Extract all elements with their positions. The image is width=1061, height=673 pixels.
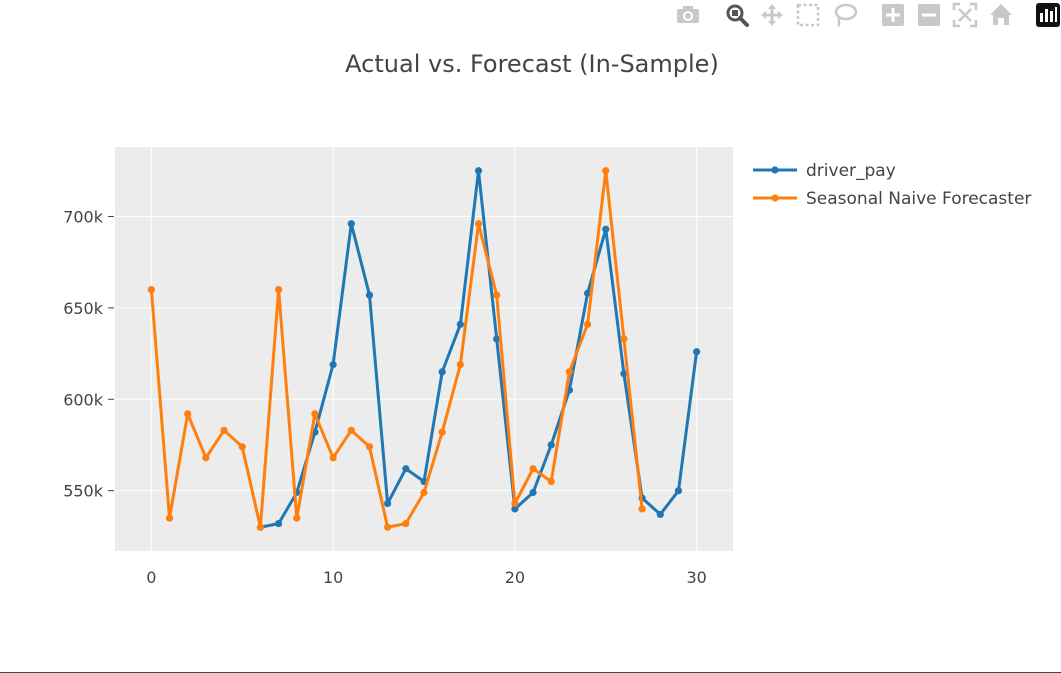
data-point[interactable] [274,519,283,528]
legend-swatch-marker [771,194,779,202]
data-point[interactable] [184,410,192,418]
camera-icon[interactable] [677,6,699,23]
data-point[interactable] [493,291,501,299]
zoom-icon[interactable] [726,4,749,27]
zoom-in-icon[interactable] [882,4,904,26]
data-point[interactable] [620,370,628,378]
data-point[interactable] [656,510,664,519]
data-point[interactable] [565,368,574,376]
x-tick-label: 10 [323,568,343,587]
data-point[interactable] [384,499,392,508]
series-1[interactable] [147,167,646,531]
y-tick-label: 550k [63,482,104,501]
data-point[interactable] [674,487,683,495]
y-tick-label: 650k [63,299,104,318]
legend-item[interactable]: Seasonal Naive Forecaster [753,189,1031,209]
data-point[interactable] [402,519,410,528]
data-point[interactable] [202,454,210,462]
y-tick-label: 600k [63,390,104,409]
data-point[interactable] [438,368,446,376]
zoom-out-icon[interactable] [918,4,940,26]
data-point[interactable] [583,289,592,297]
data-point[interactable] [602,167,610,175]
data-point[interactable] [529,488,537,497]
data-point[interactable] [274,285,283,294]
data-point[interactable] [329,360,337,369]
data-point[interactable] [547,441,555,449]
data-point[interactable] [529,465,537,473]
y-tick-label: 700k [63,207,104,226]
box-select-icon[interactable] [796,3,820,27]
data-point[interactable] [347,426,355,434]
reset-axes-icon[interactable] [990,4,1012,25]
data-point[interactable] [547,477,555,486]
legend-label: driver_pay [806,161,896,181]
data-point[interactable] [365,443,374,451]
data-point[interactable] [384,523,392,531]
legend-label: Seasonal Naive Forecaster [806,189,1031,209]
legend: driver_pay Seasonal Naive Forecaster [753,161,1031,209]
data-point[interactable] [602,225,610,233]
data-point[interactable] [220,426,228,434]
data-point[interactable] [620,335,628,343]
x-tick-label: 30 [686,568,706,587]
data-point[interactable] [256,523,265,531]
data-point[interactable] [329,454,337,462]
chart-title: Actual vs. Forecast (In-Sample) [345,50,719,78]
x-tick-label: 0 [146,568,156,587]
pan-icon[interactable] [761,4,783,26]
series-0[interactable] [256,167,701,531]
lasso-select-icon[interactable] [834,3,858,28]
data-point[interactable] [456,360,464,369]
data-point[interactable] [693,348,701,356]
data-point[interactable] [438,428,446,436]
data-point[interactable] [147,285,155,294]
data-point[interactable] [511,499,519,508]
data-point[interactable] [311,410,319,418]
data-point[interactable] [456,320,464,328]
data-point[interactable] [493,335,501,343]
x-tick-label: 20 [505,568,525,587]
modebar [677,2,1060,28]
data-point[interactable] [238,443,246,451]
data-point[interactable] [293,514,301,522]
plotly-logo-icon[interactable] [1036,3,1060,27]
data-point[interactable] [474,167,483,175]
data-point[interactable] [365,291,374,299]
data-point[interactable] [402,465,410,473]
data-point[interactable] [474,220,483,228]
series-line[interactable] [149,169,644,529]
data-point[interactable] [347,220,355,228]
autoscale-icon[interactable] [952,2,978,28]
legend-swatch-marker [771,166,779,174]
data-point[interactable] [511,505,519,513]
data-point[interactable] [638,505,646,513]
data-point[interactable] [165,514,174,522]
data-point[interactable] [420,488,428,497]
data-point[interactable] [583,320,592,328]
legend-item[interactable]: driver_pay [753,161,896,181]
